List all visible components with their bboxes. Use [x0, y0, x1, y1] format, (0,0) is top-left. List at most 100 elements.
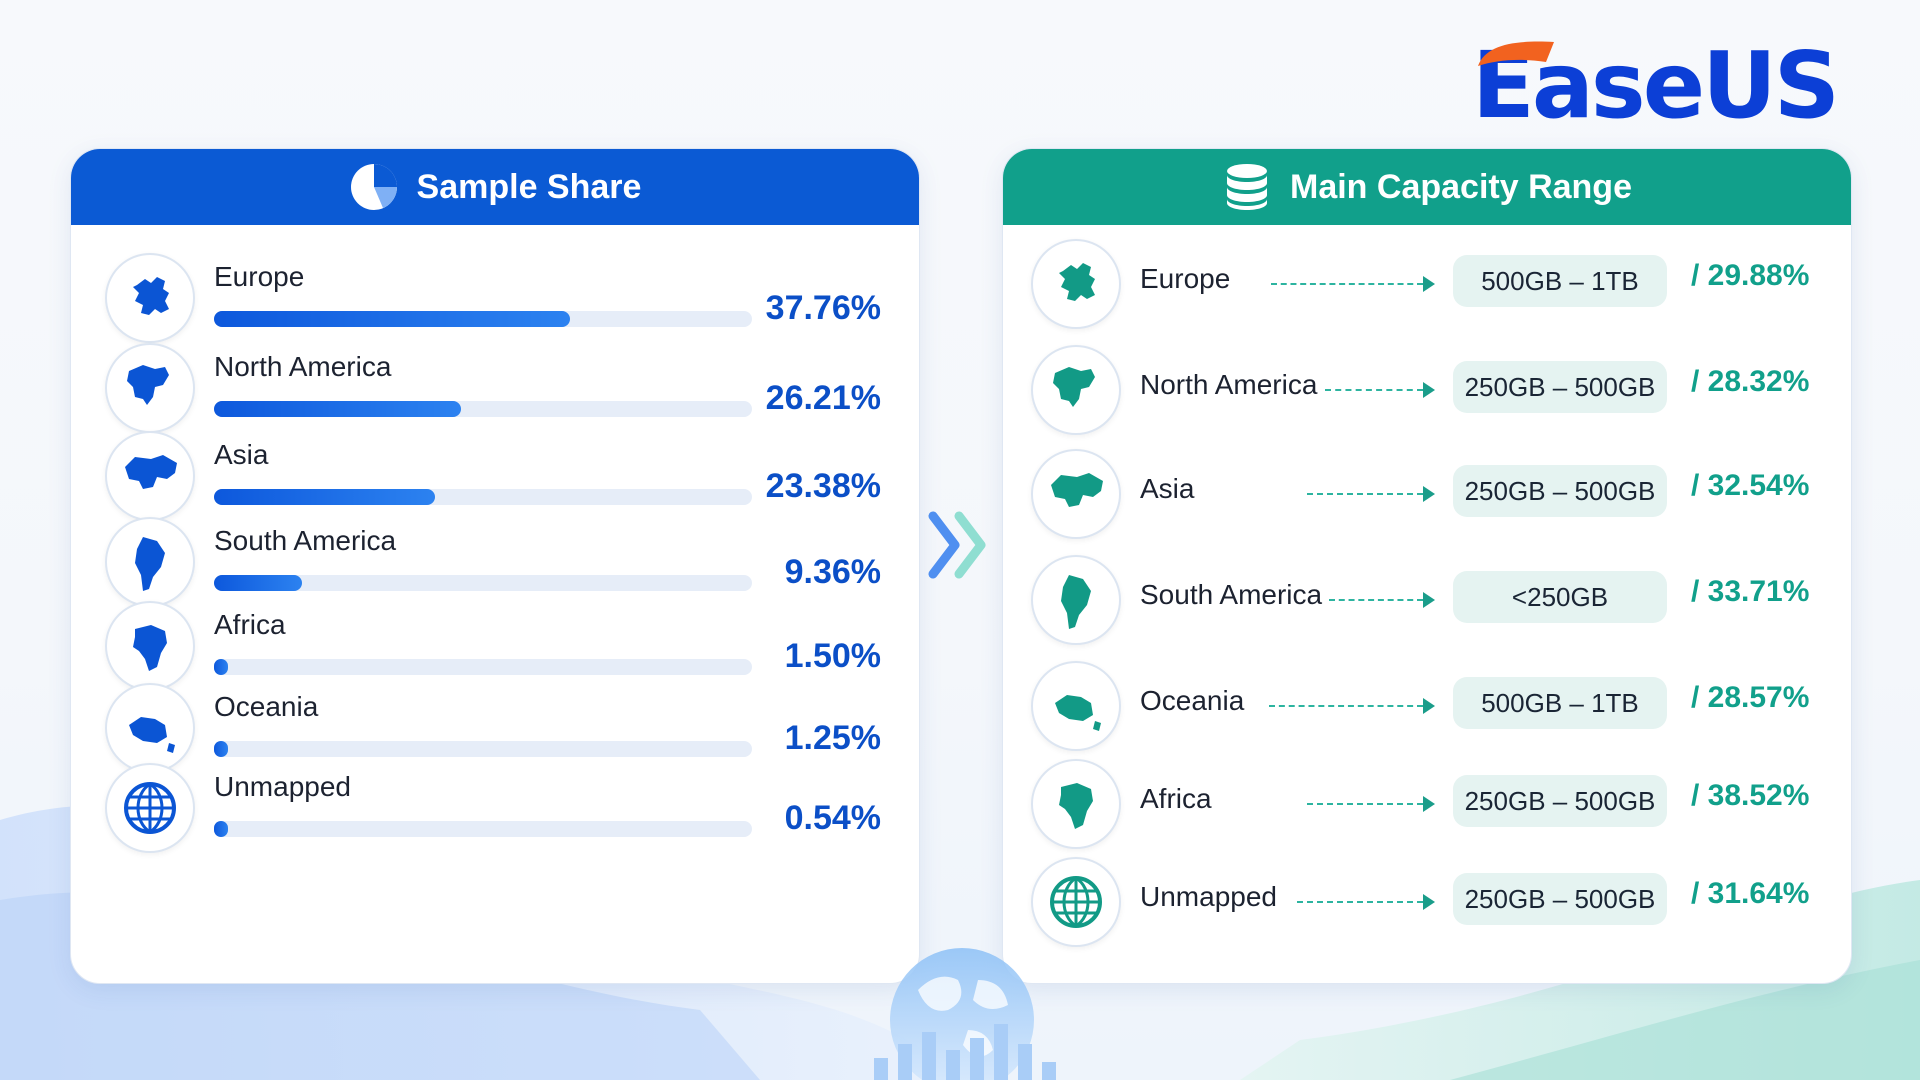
- region-name: Africa: [1140, 783, 1212, 814]
- capacity-row-north-america: North America 250GB – 500GB / 28.32%: [1003, 345, 1851, 441]
- double-chevron-right-icon: [928, 511, 986, 579]
- arrow-right-icon: [1423, 382, 1435, 398]
- bar-oceania: [214, 741, 228, 757]
- dashed-connector: [1271, 283, 1423, 285]
- unmapped-map-icon: [1031, 857, 1121, 947]
- capacity-range-pill: 500GB – 1TB: [1453, 255, 1667, 307]
- capacity-share-label: / 31.64%: [1691, 877, 1810, 910]
- value-label: 23.38%: [765, 467, 881, 505]
- region-name: Oceania: [214, 691, 319, 722]
- arrow-right-icon: [1423, 894, 1435, 910]
- region-name: North America: [1140, 369, 1318, 400]
- capacity-row-africa: Africa 250GB – 500GB / 38.52%: [1003, 759, 1851, 855]
- dashed-connector: [1329, 599, 1423, 601]
- arrow-right-icon: [1423, 698, 1435, 714]
- capacity-share-label: / 32.54%: [1691, 469, 1810, 502]
- bar-north-america: [214, 401, 462, 417]
- arrow-right-icon: [1423, 276, 1435, 292]
- bar-unmapped: [214, 821, 228, 837]
- europe-map-icon: [1031, 239, 1121, 329]
- region-name: Africa: [214, 609, 286, 640]
- pie-chart-icon: [350, 164, 397, 210]
- bar-track: [214, 821, 752, 837]
- sample-share-row-north-america: North America 26.21%: [71, 343, 919, 439]
- arrow-right-icon: [1423, 796, 1435, 812]
- capacity-range-pill: 250GB – 500GB: [1453, 873, 1667, 925]
- dashed-connector: [1307, 493, 1423, 495]
- region-name: South America: [1140, 579, 1323, 610]
- value-label: 26.21%: [765, 379, 881, 417]
- value-label: 37.76%: [765, 289, 881, 327]
- region-name: Asia: [214, 439, 269, 470]
- capacity-row-unmapped: Unmapped 250GB – 500GB / 31.64%: [1003, 857, 1851, 953]
- capacity-range-header: Main Capacity Range: [1003, 149, 1851, 225]
- north-america-map-icon: [105, 343, 195, 433]
- value-label: 1.50%: [784, 637, 881, 675]
- asia-map-icon: [105, 431, 195, 521]
- dashed-connector: [1269, 705, 1423, 707]
- arrow-right-icon: [1423, 592, 1435, 608]
- bar-track: [214, 575, 752, 591]
- region-name: Unmapped: [1140, 881, 1277, 912]
- database-icon: [1227, 164, 1267, 210]
- capacity-row-oceania: Oceania 500GB – 1TB / 28.57%: [1003, 661, 1851, 757]
- capacity-row-asia: Asia 250GB – 500GB / 32.54%: [1003, 449, 1851, 545]
- bar-track: [214, 659, 752, 675]
- bar-africa: [214, 659, 229, 675]
- bar-track: [214, 311, 752, 327]
- value-label: 1.25%: [784, 719, 881, 757]
- capacity-share-label: / 33.71%: [1691, 575, 1810, 608]
- capacity-range-pill: 500GB – 1TB: [1453, 677, 1667, 729]
- north-america-map-icon: [1031, 345, 1121, 435]
- region-name: Oceania: [1140, 685, 1245, 716]
- region-name: North America: [214, 351, 392, 382]
- europe-map-icon: [105, 253, 195, 343]
- oceania-map-icon: [105, 683, 195, 773]
- value-label: 9.36%: [784, 553, 881, 591]
- oceania-map-icon: [1031, 661, 1121, 751]
- region-name: Europe: [1140, 263, 1231, 294]
- bar-asia: [214, 489, 435, 505]
- bar-track: [214, 489, 752, 505]
- capacity-range-title: Main Capacity Range: [1290, 167, 1632, 206]
- africa-map-icon: [1031, 759, 1121, 849]
- sample-share-row-unmapped: Unmapped 0.54%: [71, 763, 919, 859]
- dashed-connector: [1307, 803, 1423, 805]
- bar-south-america: [214, 575, 303, 591]
- dashed-connector: [1325, 389, 1423, 391]
- bar-track: [214, 741, 752, 757]
- dashed-connector: [1297, 901, 1423, 903]
- capacity-share-label: / 29.88%: [1691, 259, 1810, 292]
- south-america-map-icon: [105, 517, 195, 607]
- south-america-map-icon: [1031, 555, 1121, 645]
- sample-share-panel: Sample Share Europe 37.76% North America 26…: [70, 148, 920, 984]
- sample-share-row-south-america: South America 9.36%: [71, 517, 919, 613]
- asia-map-icon: [1031, 449, 1121, 539]
- capacity-range-pill: 250GB – 500GB: [1453, 361, 1667, 413]
- logo-flame-icon: [1478, 41, 1554, 66]
- globe-with-bars-icon: [874, 948, 1056, 1080]
- region-name: Asia: [1140, 473, 1195, 504]
- sample-share-row-asia: Asia 23.38%: [71, 431, 919, 527]
- africa-map-icon: [105, 601, 195, 691]
- capacity-row-europe: Europe 500GB – 1TB / 29.88%: [1003, 239, 1851, 335]
- sample-share-header: Sample Share: [71, 149, 919, 225]
- value-label: 0.54%: [784, 799, 881, 837]
- sample-share-title: Sample Share: [416, 167, 642, 206]
- region-name: Europe: [214, 261, 305, 292]
- capacity-share-label: / 28.32%: [1691, 365, 1810, 398]
- bar-track: [214, 401, 752, 417]
- capacity-share-label: / 28.57%: [1691, 681, 1810, 714]
- capacity-range-panel: Main Capacity Range Europe 500GB – 1TB / 2…: [1002, 148, 1852, 984]
- unmapped-map-icon: [105, 763, 195, 853]
- arrow-right-icon: [1423, 486, 1435, 502]
- capacity-row-south-america: South America <250GB / 33.71%: [1003, 555, 1851, 651]
- region-name: South America: [214, 525, 397, 556]
- capacity-share-label: / 38.52%: [1691, 779, 1810, 812]
- capacity-range-pill: <250GB: [1453, 571, 1667, 623]
- capacity-range-pill: 250GB – 500GB: [1453, 775, 1667, 827]
- capacity-range-pill: 250GB – 500GB: [1453, 465, 1667, 517]
- region-name: Unmapped: [214, 771, 351, 802]
- sample-share-row-europe: Europe 37.76%: [71, 253, 919, 349]
- bar-europe: [214, 311, 571, 327]
